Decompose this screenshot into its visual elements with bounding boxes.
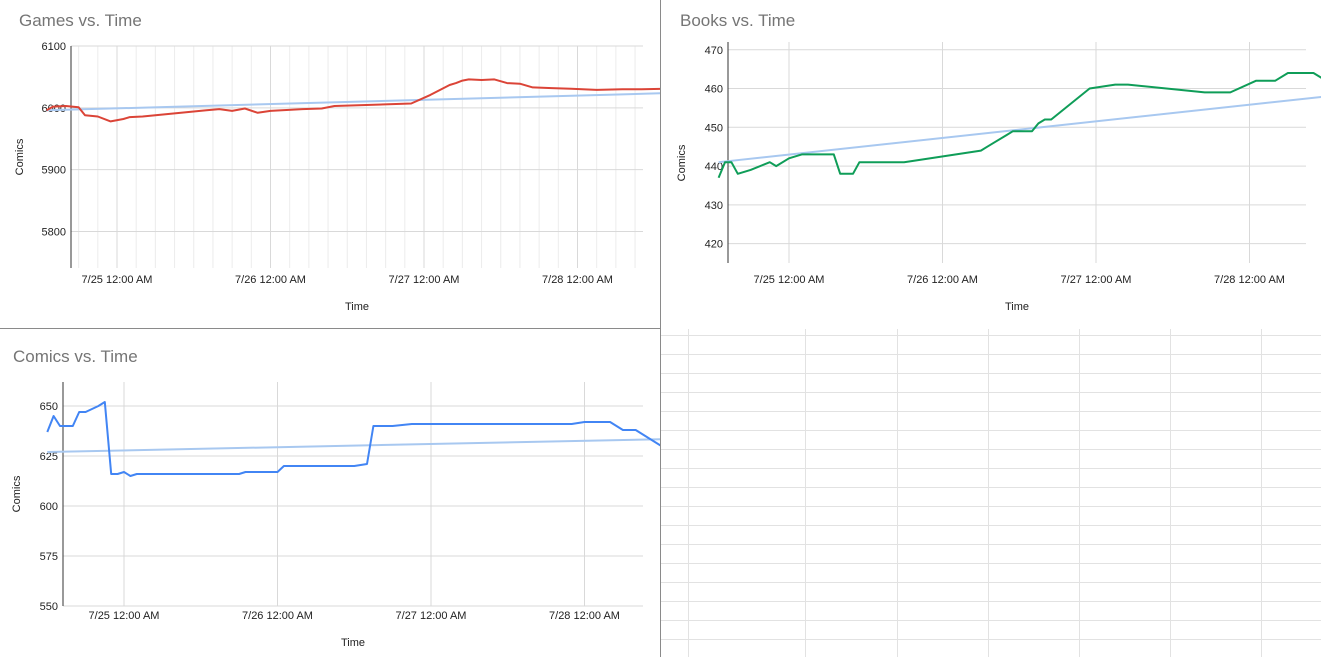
x-tick-label: 7/28 12:00 AM	[549, 610, 620, 622]
x-axis-title: Time	[345, 301, 369, 313]
x-tick-label: 7/28 12:00 AM	[542, 274, 613, 286]
comics-chart-svg: 7/25 12:00 AM 7/26 12:00 AM 7/27 12:00 AM 7…	[11, 382, 660, 649]
y-axis-title: Comics	[14, 138, 26, 175]
trendline	[47, 438, 660, 453]
x-axis-title: Time	[1005, 301, 1029, 313]
books-chart-svg: 7/25 12:00 AM 7/26 12:00 AM 7/27 12:00 AM 7…	[676, 42, 1321, 313]
y-tick-label: 625	[40, 451, 58, 463]
y-tick-label: 550	[40, 601, 58, 613]
y-tick-label: 430	[705, 200, 723, 212]
y-tick-label: 470	[705, 45, 723, 57]
comics-series-line	[46, 401, 660, 477]
trendline	[718, 95, 1321, 164]
y-tick-label: 650	[40, 401, 58, 413]
x-axis-title: Time	[341, 637, 365, 649]
y-axis-title: Comics	[676, 144, 688, 181]
y-tick-label: 440	[705, 161, 723, 173]
y-axis-title: Comics	[11, 475, 23, 512]
games-chart-panel: Games vs. Time 7/25 12:00 AM 7/26 12:00 A…	[0, 0, 660, 328]
y-tick-label: 600	[40, 501, 58, 513]
y-tick-label: 420	[705, 239, 723, 251]
y-tick-label: 5900	[42, 165, 66, 177]
x-tick-label: 7/26 12:00 AM	[242, 610, 313, 622]
spreadsheet-grid[interactable]	[661, 329, 1321, 657]
x-tick-label: 7/25 12:00 AM	[82, 274, 153, 286]
games-chart-title: Games vs. Time	[19, 11, 142, 30]
books-chart-title: Books vs. Time	[680, 11, 796, 30]
trendline	[46, 92, 660, 112]
comics-chart-title: Comics vs. Time	[13, 347, 138, 366]
y-tick-label: 450	[705, 122, 723, 134]
x-tick-label: 7/26 12:00 AM	[235, 274, 306, 286]
games-series-line	[46, 78, 660, 123]
y-tick-label: 575	[40, 551, 58, 563]
horizontal-divider	[0, 328, 661, 329]
x-tick-label: 7/28 12:00 AM	[1214, 274, 1285, 286]
x-tick-label: 7/27 12:00 AM	[1061, 274, 1132, 286]
games-chart-svg: 7/25 12:00 AM 7/26 12:00 AM 7/27 12:00 AM 7…	[14, 41, 660, 313]
y-tick-label: 460	[705, 84, 723, 96]
x-tick-label: 7/26 12:00 AM	[907, 274, 978, 286]
books-series-line	[717, 72, 1321, 179]
x-tick-label: 7/25 12:00 AM	[89, 610, 160, 622]
x-tick-label: 7/25 12:00 AM	[754, 274, 825, 286]
comics-chart-panel: Comics vs. Time 7/25 12:00 AM 7/26 12:00 …	[0, 329, 660, 657]
books-chart-panel: Books vs. Time 7/25 12:00 AM 7/26 12:00 A…	[661, 0, 1321, 328]
y-tick-label: 6100	[42, 41, 66, 53]
x-tick-label: 7/27 12:00 AM	[396, 610, 467, 622]
x-tick-label: 7/27 12:00 AM	[389, 274, 460, 286]
y-tick-label: 6000	[42, 103, 66, 115]
y-tick-label: 5800	[42, 227, 66, 239]
